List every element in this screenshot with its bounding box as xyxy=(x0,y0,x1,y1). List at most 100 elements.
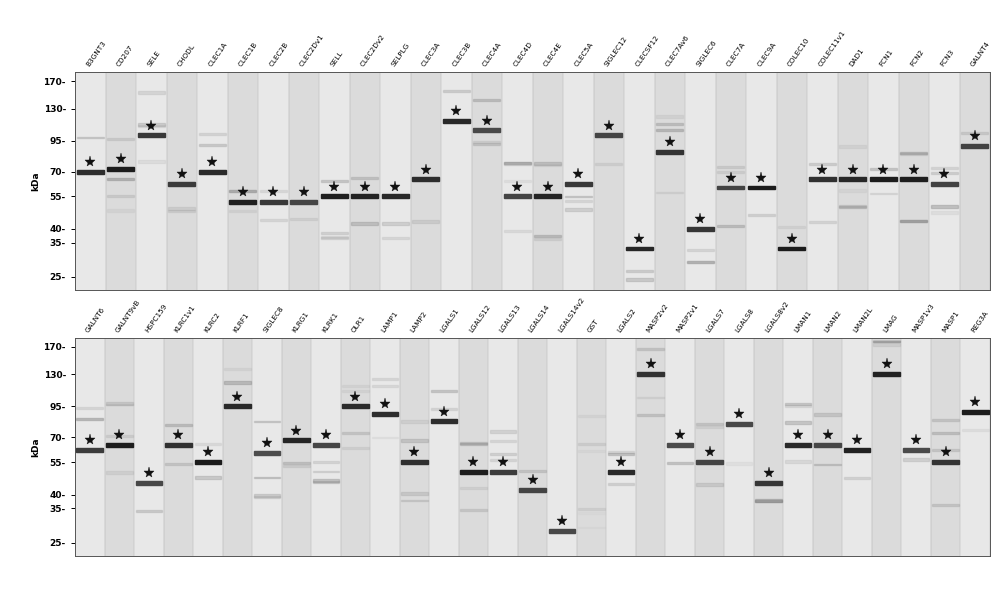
Bar xyxy=(534,235,561,237)
Bar xyxy=(656,115,683,118)
Bar xyxy=(696,426,723,428)
Bar xyxy=(900,220,927,222)
Bar xyxy=(107,178,134,180)
Bar xyxy=(260,219,287,221)
Bar xyxy=(106,471,133,474)
Bar xyxy=(197,72,228,290)
Bar xyxy=(931,211,958,214)
Bar xyxy=(626,270,653,272)
Bar xyxy=(254,451,280,455)
Bar xyxy=(665,338,695,556)
Bar xyxy=(429,338,459,556)
Bar xyxy=(228,72,258,290)
Bar xyxy=(380,72,411,290)
Bar xyxy=(839,206,866,208)
Bar xyxy=(900,178,927,181)
Bar xyxy=(754,338,783,556)
Bar xyxy=(931,167,958,169)
Bar xyxy=(534,164,561,166)
Bar xyxy=(313,443,339,447)
Bar xyxy=(411,72,441,290)
Bar xyxy=(313,471,339,472)
Bar xyxy=(900,219,927,222)
Bar xyxy=(138,91,165,94)
Bar xyxy=(809,162,836,165)
Bar xyxy=(105,338,134,556)
Bar xyxy=(372,437,398,439)
Bar xyxy=(168,210,195,212)
Bar xyxy=(224,404,251,408)
Bar xyxy=(931,205,958,208)
Bar xyxy=(595,133,622,137)
Bar xyxy=(667,443,693,447)
Bar xyxy=(321,179,348,182)
Bar xyxy=(534,162,561,165)
Bar xyxy=(870,168,897,170)
Bar xyxy=(654,72,685,290)
Bar xyxy=(254,477,280,478)
Bar xyxy=(809,178,836,181)
Bar xyxy=(138,160,165,162)
Bar xyxy=(626,278,653,281)
Bar xyxy=(107,209,134,211)
Bar xyxy=(319,72,350,290)
Bar xyxy=(842,338,872,556)
Bar xyxy=(195,443,221,445)
Bar xyxy=(839,189,866,192)
Bar xyxy=(313,461,339,463)
Bar xyxy=(382,237,409,239)
Bar xyxy=(372,412,398,416)
Bar xyxy=(321,232,348,234)
Bar xyxy=(77,137,104,138)
Bar xyxy=(844,477,870,478)
Bar xyxy=(929,72,960,290)
Bar xyxy=(372,378,398,379)
Bar xyxy=(168,182,195,186)
Bar xyxy=(260,200,287,204)
Bar xyxy=(134,338,164,556)
Bar xyxy=(656,123,683,126)
Bar xyxy=(443,91,470,92)
Bar xyxy=(814,443,841,447)
Bar xyxy=(563,72,594,290)
Bar xyxy=(931,338,960,556)
Bar xyxy=(224,368,251,370)
Bar xyxy=(578,527,605,528)
Bar xyxy=(459,338,488,556)
Bar xyxy=(351,222,378,225)
Bar xyxy=(696,460,723,464)
Bar xyxy=(519,471,546,472)
Bar xyxy=(321,236,348,237)
Bar xyxy=(106,443,133,447)
Bar xyxy=(472,72,502,290)
Bar xyxy=(932,504,959,506)
Bar xyxy=(473,129,500,132)
Bar xyxy=(549,529,575,533)
Bar xyxy=(565,182,592,186)
Bar xyxy=(229,190,256,192)
Bar xyxy=(870,178,897,181)
Bar xyxy=(839,178,866,181)
Bar xyxy=(321,194,348,198)
Bar xyxy=(813,338,842,556)
Bar xyxy=(504,230,531,232)
Bar xyxy=(931,182,958,186)
Bar xyxy=(490,460,516,461)
Bar xyxy=(504,180,531,182)
Bar xyxy=(311,338,341,556)
Bar xyxy=(624,72,654,290)
Bar xyxy=(441,72,472,290)
Bar xyxy=(667,462,693,464)
Bar xyxy=(717,225,744,228)
Bar xyxy=(136,72,166,290)
Bar xyxy=(595,162,622,165)
Bar xyxy=(838,72,868,290)
Bar xyxy=(534,194,561,198)
Bar xyxy=(717,171,744,173)
Bar xyxy=(229,190,256,191)
Bar xyxy=(199,144,226,146)
Bar xyxy=(746,72,776,290)
Bar xyxy=(401,420,428,423)
Bar xyxy=(504,194,531,198)
Bar xyxy=(578,416,605,417)
